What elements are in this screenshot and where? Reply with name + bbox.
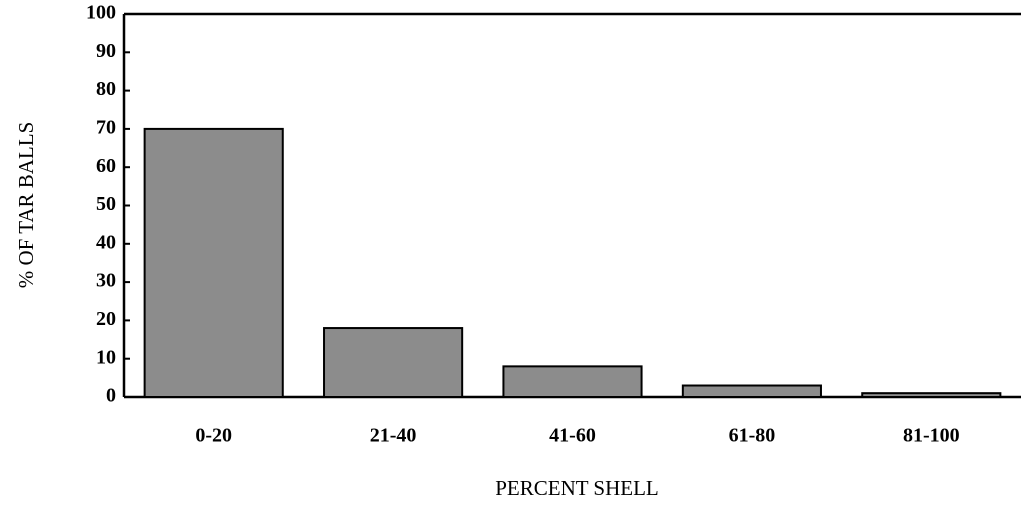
y-axis-title: % OF TAR BALLS xyxy=(14,122,38,289)
bar xyxy=(323,327,464,398)
y-tick-label: 80 xyxy=(96,78,116,100)
y-tick-label: 60 xyxy=(96,155,116,177)
x-axis-title: PERCENT SHELL xyxy=(495,476,659,500)
y-tick-label: 20 xyxy=(96,308,116,330)
bar xyxy=(502,365,643,398)
y-tick-label: 100 xyxy=(86,2,116,24)
x-tick-label: 61-80 xyxy=(729,425,776,447)
y-tick-label: 90 xyxy=(96,40,116,62)
y-tick-label: 70 xyxy=(96,116,116,138)
y-tick-label: 0 xyxy=(106,385,116,407)
x-tick-label: 81-100 xyxy=(903,425,960,447)
y-tick-label: 40 xyxy=(96,231,116,253)
y-tick-label: 30 xyxy=(96,270,116,292)
x-tick-label: 21-40 xyxy=(370,425,417,447)
bar xyxy=(681,384,822,399)
y-tick-label: 10 xyxy=(96,346,116,368)
y-tick-label: 50 xyxy=(96,193,116,215)
x-tick-label: 41-60 xyxy=(549,425,596,447)
bar xyxy=(143,127,284,398)
x-tick-label: 0-20 xyxy=(195,425,232,447)
bar xyxy=(861,392,1002,399)
